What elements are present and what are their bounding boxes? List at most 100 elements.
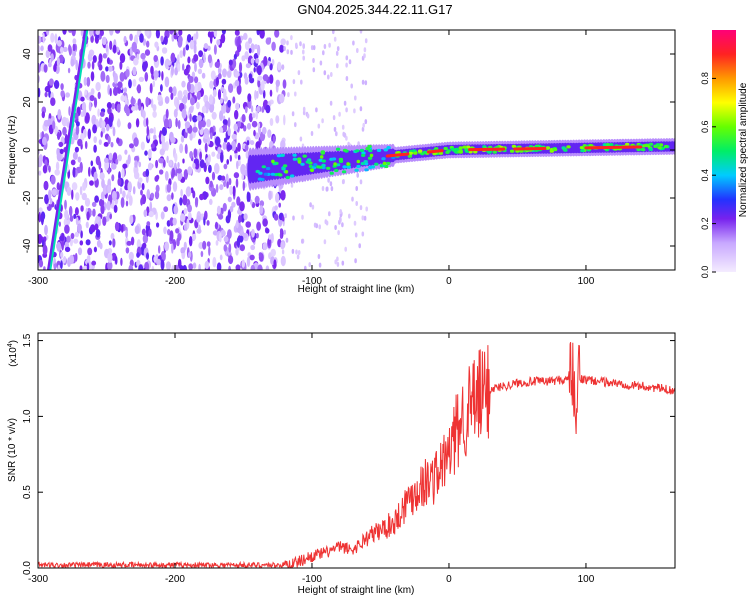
noise-mark	[218, 89, 221, 100]
noise-mark	[282, 64, 285, 70]
noise-mark	[54, 63, 57, 72]
noise-mark	[245, 145, 249, 152]
noise-mark	[157, 95, 162, 102]
noise-mark	[176, 238, 180, 247]
noise-mark	[156, 185, 160, 193]
noise-mark	[247, 140, 249, 145]
noise-mark	[283, 115, 285, 126]
noise-mark	[182, 63, 184, 70]
band-mark	[563, 149, 567, 152]
noise-mark	[170, 230, 174, 241]
noise-mark	[106, 124, 110, 132]
noise-mark	[171, 65, 174, 75]
x-tick-label: 0	[446, 276, 452, 287]
noise-mark	[249, 73, 253, 79]
noise-mark	[360, 29, 363, 34]
band-mark	[347, 166, 351, 169]
noise-mark	[51, 175, 56, 184]
noise-mark	[245, 77, 249, 85]
noise-mark	[189, 113, 191, 122]
noise-mark	[121, 224, 124, 233]
band-mark	[355, 149, 359, 152]
noise-mark	[142, 229, 146, 236]
noise-mark	[208, 154, 211, 163]
noise-mark	[192, 163, 195, 169]
noise-mark	[330, 72, 333, 77]
x-tick-label: 100	[578, 574, 595, 585]
noise-mark	[321, 118, 324, 123]
y-tick-label: -20	[22, 190, 33, 205]
noise-mark	[181, 136, 184, 143]
noise-mark	[73, 152, 78, 160]
noise-mark	[299, 41, 302, 46]
noise-mark	[120, 72, 125, 82]
noise-mark	[73, 51, 76, 56]
noise-mark	[237, 143, 241, 152]
noise-mark	[186, 186, 192, 196]
noise-mark	[341, 222, 344, 227]
noise-mark	[198, 50, 203, 57]
noise-mark	[345, 107, 348, 112]
band-core-mark	[320, 155, 324, 159]
noise-mark	[193, 148, 197, 158]
noise-mark	[327, 75, 330, 80]
noise-mark	[48, 62, 52, 67]
noise-mark	[69, 255, 74, 265]
noise-mark	[148, 163, 153, 171]
noise-mark	[334, 225, 337, 230]
noise-mark	[344, 247, 347, 252]
noise-mark	[178, 120, 181, 129]
band-mark	[459, 151, 463, 154]
noise-mark	[180, 189, 183, 197]
band-mark	[649, 143, 653, 146]
noise-mark	[300, 80, 303, 85]
noise-mark	[188, 93, 191, 101]
noise-mark	[236, 220, 239, 229]
band-mark	[278, 173, 282, 176]
noise-mark	[195, 83, 198, 94]
noise-mark	[153, 104, 157, 111]
noise-mark	[295, 43, 298, 48]
noise-mark	[265, 228, 269, 233]
noise-mark	[39, 154, 43, 163]
band-mark	[318, 166, 322, 169]
noise-mark	[257, 27, 260, 35]
noise-mark	[247, 93, 251, 102]
noise-mark	[155, 160, 158, 168]
noise-mark	[218, 214, 223, 220]
noise-mark	[362, 232, 365, 237]
x-tick-label: 100	[578, 276, 595, 287]
noise-mark	[166, 261, 171, 270]
noise-mark	[207, 220, 210, 226]
noise-mark	[122, 164, 127, 169]
band-core-mark	[428, 151, 442, 152]
noise-mark	[100, 30, 104, 36]
noise-mark	[235, 153, 238, 159]
noise-mark	[66, 236, 70, 243]
noise-mark	[255, 196, 260, 204]
noise-mark	[153, 55, 158, 62]
band-mark	[413, 152, 417, 155]
noise-mark	[273, 135, 276, 143]
band-mark	[286, 176, 290, 179]
noise-mark	[280, 190, 285, 201]
noise-mark	[140, 190, 143, 196]
noise-mark	[194, 62, 197, 72]
noise-mark	[144, 210, 148, 218]
band-core-mark	[586, 147, 641, 148]
noise-mark	[187, 82, 191, 92]
noise-mark	[126, 201, 128, 207]
noise-mark	[312, 58, 315, 63]
noise-mark	[355, 201, 358, 206]
band-mark	[364, 168, 368, 171]
y-tick-label: 40	[22, 48, 33, 60]
noise-mark	[205, 261, 210, 269]
noise-mark	[256, 106, 260, 112]
noise-mark	[129, 143, 134, 148]
noise-mark	[228, 255, 233, 264]
noise-mark	[94, 172, 98, 181]
noise-mark	[254, 44, 258, 49]
noise-mark	[68, 68, 70, 74]
snr-multiplier-close: )	[8, 340, 19, 343]
noise-mark	[167, 60, 172, 65]
